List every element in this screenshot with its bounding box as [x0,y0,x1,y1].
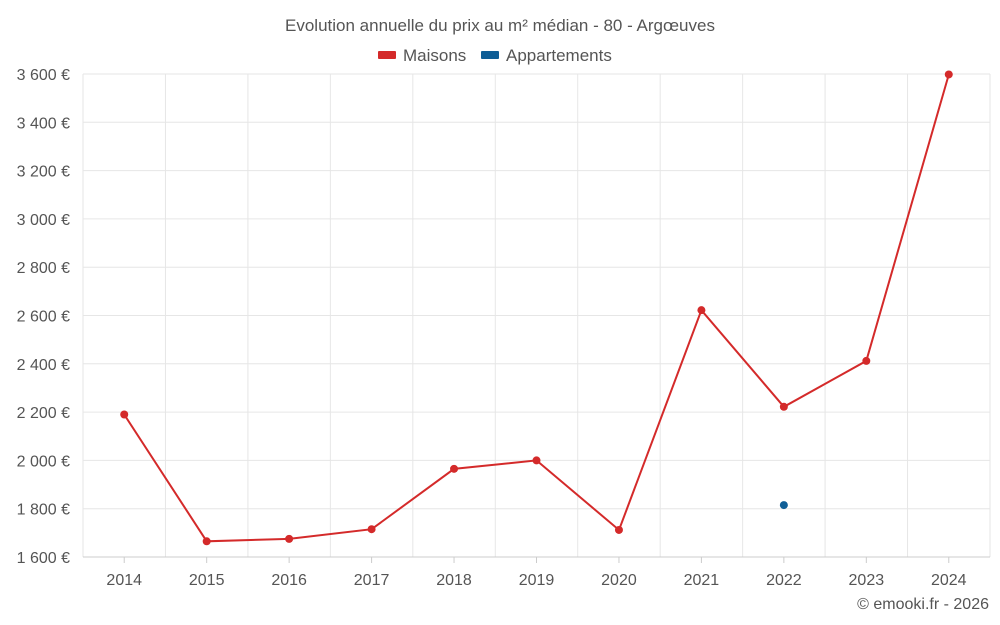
y-tick-label: 3 600 € [17,67,70,84]
legend: Maisons Appartements [378,46,612,65]
x-axis-ticks: 2014 2015 2016 2017 2018 2019 2020 2021 2022 2023… [106,557,967,589]
data-point-maisons-2022[interactable] [779,402,788,411]
legend-item-appartements[interactable]: Appartements [481,46,612,65]
y-tick-label: 2 600 € [17,309,70,326]
x-tick-label: 2024 [931,572,967,589]
y-tick-label: 2 800 € [17,260,70,277]
x-tick-label: 2018 [436,572,472,589]
y-tick-label: 3 000 € [17,212,70,229]
legend-label-appartements: Appartements [506,46,612,65]
data-point-maisons-2016[interactable] [285,534,294,543]
legend-label-maisons: Maisons [403,46,466,65]
y-tick-label: 3 200 € [17,164,70,181]
data-point-maisons-2024[interactable] [944,70,953,79]
x-tick-label: 2020 [601,572,637,589]
y-tick-label: 2 000 € [17,453,70,470]
data-point-maisons-2021[interactable] [697,306,706,315]
data-point-maisons-2019[interactable] [532,456,541,465]
x-tick-label: 2023 [849,572,885,589]
x-tick-label: 2019 [519,572,555,589]
x-tick-label: 2015 [189,572,225,589]
data-point-maisons-2023[interactable] [862,356,871,365]
data-point-appartements-2022[interactable] [779,501,788,510]
legend-swatch-appartements [481,51,499,59]
legend-item-maisons[interactable]: Maisons [378,46,466,65]
data-point-maisons-2017[interactable] [367,525,376,534]
credit-text: © emooki.fr - 2026 [857,596,989,613]
data-point-maisons-2014[interactable] [120,410,129,419]
x-tick-label: 2021 [684,572,720,589]
y-tick-label: 2 200 € [17,405,70,422]
data-point-maisons-2020[interactable] [614,525,623,534]
data-point-maisons-2018[interactable] [450,464,459,473]
x-tick-label: 2014 [106,572,142,589]
legend-swatch-maisons [378,51,396,59]
x-tick-label: 2016 [271,572,307,589]
y-axis-ticks: 1 600 € 1 800 € 2 000 € 2 200 € 2 400 € 2 600… [17,67,70,567]
y-tick-label: 1 800 € [17,502,70,519]
y-tick-label: 2 400 € [17,357,70,374]
y-tick-label: 1 600 € [17,550,70,567]
grid [82,73,991,557]
x-tick-label: 2017 [354,572,390,589]
series [120,70,953,546]
data-point-maisons-2015[interactable] [202,537,211,546]
y-tick-label: 3 400 € [17,115,70,132]
x-tick-label: 2022 [766,572,802,589]
chart-title: Evolution annuelle du prix au m² médian … [285,16,715,35]
